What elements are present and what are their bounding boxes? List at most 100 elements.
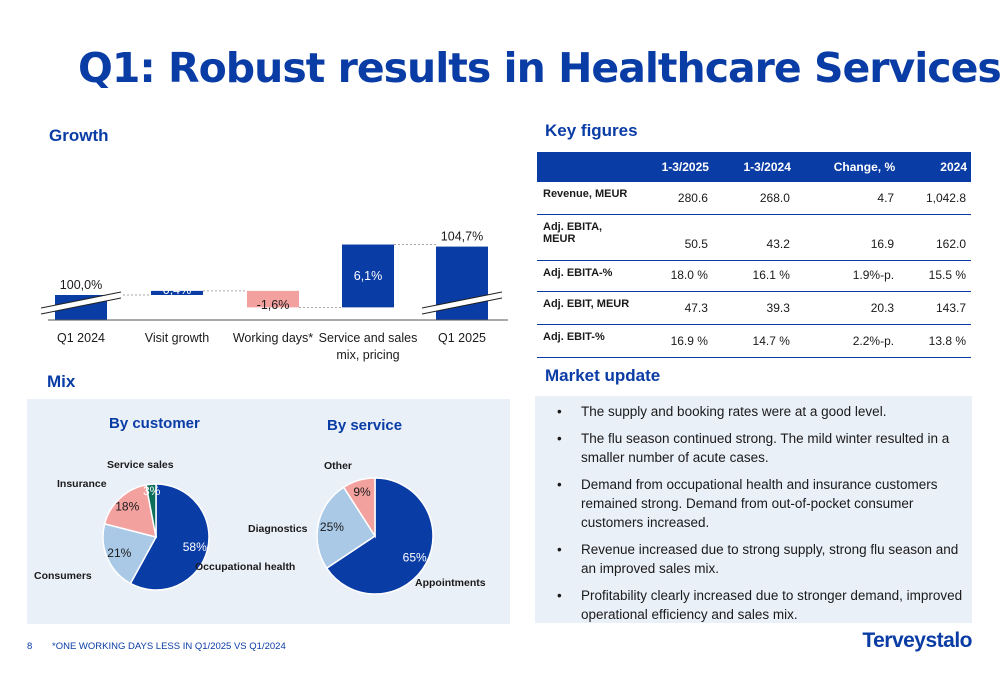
axis-break-mark [421,291,503,315]
table-cell: 268.0 [712,182,795,215]
list-item: • The supply and booking rates were at a … [553,402,963,421]
column-header: 1-3/2024 [712,152,795,182]
table-cell: 20.3 [794,291,900,325]
category-label: Service and sales [319,331,418,345]
column-header [537,152,631,182]
footnote: *ONE WORKING DAYS LESS IN Q1/2025 VS Q1/… [52,641,286,652]
pie-category-label: Service sales [107,459,174,471]
pie-category-label: Diagnostics [248,523,308,535]
table-cell: 14.7 % [712,324,795,358]
list-item: • Demand from occupational health and ins… [553,475,963,532]
pie-slice [145,483,157,538]
list-item-text: Demand from occupational health and insu… [581,477,938,530]
table-cell: 16.1 % [712,260,795,292]
page-title: Q1: Robust results in Healthcare Service… [78,44,1000,92]
list-item-text: The supply and booking rates were at a g… [581,404,887,419]
bullet-icon: • [557,477,562,492]
growth-waterfall-chart: 100,0% 0,4% -1,6% 6,1% 104,7% Q1 2024 Visit gr… [40,230,508,362]
pie-category-label: Insurance [57,478,107,490]
table-cell: 16.9 % [631,324,713,358]
table-cell: 47.3 [631,291,713,325]
waterfall-bar [342,244,394,308]
list-item: • Profitability clearly increased due to … [553,586,963,624]
table-row: Adj. EBITA-% 18.0 % 16.1 % 1.9%-p. 15.5 … [537,260,971,292]
table-row: Revenue, MEUR 280.6 268.0 4.7 1,042.8 [537,182,971,215]
pie-data-label: 18% [115,499,139,513]
row-label: Adj. EBIT, MEUR [537,291,631,325]
table-cell: 13.8 % [899,324,971,358]
list-item: • The flu season continued strong. The mi… [553,429,963,467]
pie-data-label: 3% [143,484,161,498]
row-label: Adj. EBITA-% [537,260,631,292]
pie-category-label: Appointments [415,577,486,589]
mix-heading: Mix [47,372,76,391]
bullet-icon: • [557,431,562,446]
page-number: 8 [27,641,33,652]
bullet-icon: • [557,542,562,557]
category-label: Q1 2024 [57,331,105,345]
pie-category-label: Occupational health [195,561,296,573]
pie-category-label: Consumers [34,570,92,582]
key-figures-heading: Key figures [545,121,638,140]
by-customer-title: By customer [109,415,200,432]
list-item-text: The flu season continued strong. The mil… [581,431,950,465]
table-cell: 143.7 [899,291,971,325]
list-item-text: Profitability clearly increased due to s… [581,588,963,622]
pie-data-label: 65% [403,550,427,564]
list-item-text: Revenue increased due to strong supply, … [581,542,959,576]
table-cell: 15.5 % [899,260,971,292]
pie-data-label: 25% [320,520,344,534]
by-customer-pie-chart: 58% 21% 18% 3% [102,483,210,591]
pie-category-label: Other [324,460,353,472]
axis-break-mark [40,291,122,315]
pie-data-label: 58% [183,540,207,554]
mix-panel: By customer By service 58% 21% 18% 3% 65% 25… [27,399,510,624]
pie-slice [129,483,210,591]
list-item: • Revenue increased due to strong supply,… [553,540,963,578]
column-header: 1-3/2025 [631,152,713,182]
table-cell: 162.0 [899,214,971,261]
category-label: Visit growth [145,331,209,345]
by-service-title: By service [327,417,403,434]
data-label: 6,1% [354,269,383,283]
company-logo: Terveystalo [862,629,972,652]
pie-slice [342,477,376,539]
pie-slice [316,486,377,570]
table-cell: 39.3 [712,291,795,325]
row-label: Adj. EBIT-% [537,324,631,358]
data-label: 104,7% [441,230,483,244]
table-row: Adj. EBITA, MEUR 50.5 43.2 16.9 162.0 [537,214,971,261]
bullet-icon: • [557,588,562,603]
row-label: Revenue, MEUR [537,182,631,215]
table-cell: 43.2 [712,214,795,261]
category-label: Q1 2025 [438,331,486,345]
table-row: Adj. EBIT, MEUR 47.3 39.3 20.3 143.7 [537,291,971,325]
market-update-panel: • The supply and booking rates were at a … [535,396,972,623]
row-label: Adj. EBITA, MEUR [537,214,631,261]
pie-slice [325,477,434,595]
data-label: 0,4% [163,283,192,297]
pie-data-label: 21% [107,546,131,560]
waterfall-bar [247,290,299,308]
pie-slice [102,522,158,585]
category-label: Working days* [233,331,313,345]
market-update-heading: Market update [545,366,661,385]
waterfall-bar [151,290,203,295]
pie-data-label: 9% [353,485,371,499]
market-update-list: • The supply and booking rates were at a … [553,402,963,632]
table-cell: 1.9%-p. [794,260,900,292]
category-label: mix, pricing [336,348,399,362]
pie-slice [103,484,157,539]
table-cell: 4.7 [794,182,900,215]
column-header: Change, % [794,152,900,182]
table-row: Adj. EBIT-% 16.9 % 14.7 % 2.2%-p. 13.8 % [537,324,971,358]
by-service-pie-chart: 65% 25% 9% [316,477,434,595]
key-figures-table: 1-3/2025 1-3/2024 Change, % 2024 Revenue… [537,152,971,358]
table-cell: 16.9 [794,214,900,261]
data-label: -1,6% [257,298,290,312]
column-header: 2024 [899,152,971,182]
key-figures-header-row: 1-3/2025 1-3/2024 Change, % 2024 [537,152,971,182]
table-cell: 2.2%-p. [794,324,900,358]
table-cell: 1,042.8 [899,182,971,215]
bullet-icon: • [557,404,562,419]
